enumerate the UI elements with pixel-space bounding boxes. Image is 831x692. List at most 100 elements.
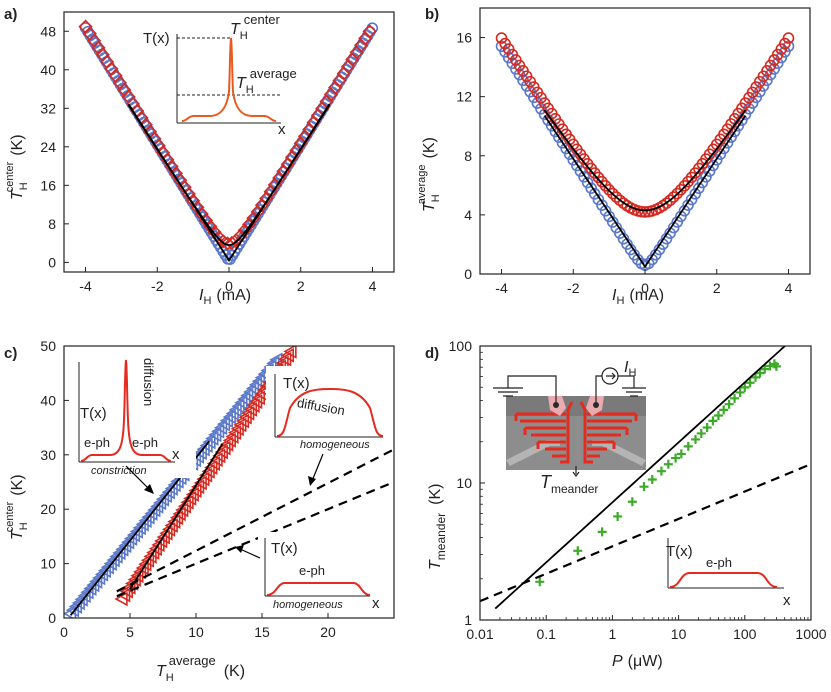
panel-b-data-point	[775, 51, 788, 64]
device-meander-label: Tmeander	[540, 472, 598, 496]
inset-c3-ylabel: T(x)	[271, 540, 298, 557]
arrow-homogeneous-eph	[239, 548, 261, 559]
panel-b-data-point	[506, 57, 519, 70]
panel-d-inset-profile: T(x) e-ph x	[660, 534, 800, 609]
device-source-label: IH	[624, 359, 636, 379]
panel-c-line-homogeneous-e-ph	[116, 480, 394, 598]
panel-b-series-red-circles	[495, 32, 795, 218]
panel-d-ytick-label: 10	[456, 475, 472, 491]
panel-b-data-point	[567, 154, 580, 166]
panel-c-ytick-label: 40	[40, 392, 56, 408]
panel-a-xtick-label: -2	[151, 278, 164, 294]
panel-c-inset-homogeneous-eph: T(x) e-ph x homogeneous	[258, 532, 390, 612]
panel-d-xtick-label: 0.01	[466, 626, 493, 642]
panel-b-data-point	[592, 193, 605, 206]
panel-a-line-fit-2	[127, 104, 331, 246]
panel-a-xtick-label: 2	[297, 278, 305, 294]
inset-a-temperature-profile	[181, 37, 277, 122]
panel-a-ytick-label: 16	[40, 177, 56, 193]
arrow-homogeneous-eph-head	[235, 545, 244, 553]
panel-b-data-point	[782, 32, 795, 44]
inset-a-center-label: THcenter	[230, 12, 281, 42]
panel-b-data-point	[535, 102, 547, 115]
panel-d: 0.01 0.1 1 10 100 1000 1 10 100 P (μW) Tmeander(K…	[427, 338, 827, 670]
panel-d-data-point	[702, 423, 712, 433]
panel-a-xtick-label: 4	[369, 278, 377, 294]
panel-d-data-point	[713, 410, 723, 420]
panel-d-data-point	[683, 441, 693, 451]
inset-c3-bg	[258, 532, 390, 612]
svg-text:P(μW): P (μW)	[612, 653, 663, 670]
inset-c1-bg	[72, 354, 196, 478]
panel-b-data-point	[685, 193, 698, 206]
panel-a-ytick-label: 32	[40, 100, 56, 116]
panel-b-data-point	[581, 176, 594, 189]
panel-c-ytick-label: 30	[40, 447, 56, 463]
panel-d-data-point	[597, 527, 607, 537]
panel-b-xlabel: IH (mA)	[612, 287, 664, 307]
panel-d-data-point	[724, 399, 734, 409]
inset-c2-caption: homogeneous	[300, 439, 370, 451]
panel-b-xtick-label: 2	[713, 280, 721, 296]
panel-d-xtick-label: 1000	[795, 626, 826, 642]
inset-c1-peak-label: diffusion	[141, 358, 156, 406]
panel-c-data-point	[283, 346, 297, 359]
panel-b-frame	[479, 7, 811, 275]
panel-d-data-point	[755, 368, 765, 378]
panel-d-data-point	[750, 372, 760, 382]
panel-d-data-point	[735, 387, 745, 397]
panel-b-data-point	[710, 154, 723, 166]
panel-b-xtick-label: -4	[495, 280, 508, 296]
panel-b-data-point	[707, 159, 719, 172]
panel-b-data-point	[703, 165, 716, 178]
inset-c1-profile	[80, 359, 172, 462]
panel-a-ylabel: THcenter(K)	[4, 134, 30, 200]
panel-b-ytick-label: 8	[464, 148, 472, 164]
panel-a-xtick-label: 0	[225, 278, 233, 294]
panel-d-xtick-label: 0.1	[536, 626, 556, 642]
panel-d-data-point	[676, 449, 686, 459]
inset-c1-right-label: e-ph	[132, 435, 158, 450]
panel-b-data-point	[689, 188, 702, 200]
inset-a-ylabel: T(x)	[143, 30, 170, 47]
panel-d-data-point	[708, 416, 718, 426]
panel-label-c: c)	[4, 345, 17, 362]
panel-label-d: d)	[425, 345, 439, 362]
panel-d-device-inset: IH Tmeander	[493, 359, 646, 496]
panel-d-data-point	[639, 482, 649, 492]
inset-d-profile	[669, 572, 778, 588]
panel-d-data-point	[719, 405, 729, 415]
panel-d-data-point	[663, 459, 673, 469]
arrow-constriction-head	[144, 484, 154, 494]
svg-text:THaverage(K): THaverage(K)	[156, 653, 245, 684]
panel-a-xtick-label: -4	[79, 278, 92, 294]
panel-c-ylabel: THcenter(K)	[4, 474, 30, 540]
panel-c-inset-constriction: T(x) x e-ph e-ph diffusion constriction	[72, 354, 196, 478]
inset-c3-curve-label: e-ph	[299, 563, 325, 578]
panel-b-data-point	[639, 206, 651, 218]
panel-d-xtick-label: 100	[733, 626, 757, 642]
panel-d-series-green-crosses	[535, 359, 781, 587]
panel-a-xlabel: IH (mA)	[199, 287, 251, 307]
panel-a-ytick-label: 8	[48, 216, 56, 232]
svg-text:IH(mA): IH (mA)	[612, 287, 664, 307]
panel-b-data-point	[675, 184, 687, 196]
panel-b-data-point	[779, 46, 791, 58]
inset-c1-xlabel: x	[172, 446, 180, 463]
panel-d-data-point	[613, 511, 623, 521]
panel-b-data-point	[606, 187, 619, 200]
panel-c-xtick-label: 10	[188, 624, 204, 640]
panel-b-data-point	[603, 184, 615, 196]
panel-c-frame	[63, 345, 395, 619]
panel-d-data-point	[627, 497, 637, 507]
panel-d-xlabel: P (μW)	[612, 653, 663, 670]
panel-d-data-point	[771, 361, 781, 371]
panel-b-data-point	[502, 51, 515, 64]
panel-d-ytick-label: 100	[449, 338, 473, 354]
panel-c-line-fit-red	[129, 443, 224, 590]
panel-d-ytick-label: 1	[464, 612, 472, 628]
panel-c-line-homogeneous-diffusion	[116, 448, 394, 593]
panel-d-line-power-law-fit	[494, 346, 787, 610]
inset-c2-ylabel: T(x)	[283, 375, 310, 392]
